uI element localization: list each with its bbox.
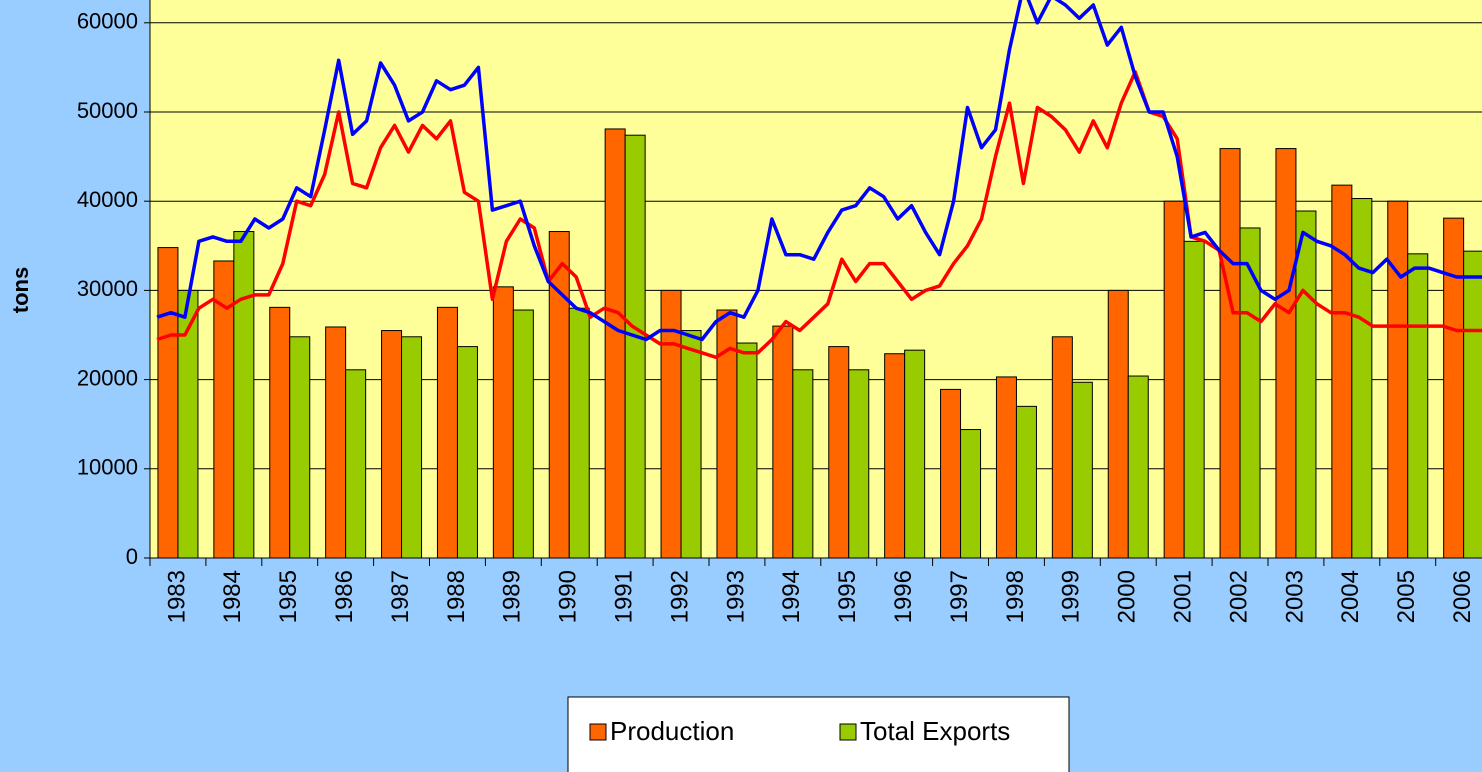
bar (568, 307, 590, 559)
bar (1107, 289, 1129, 559)
x-tick-label: 1998 (1002, 570, 1029, 623)
line (156, 70, 1482, 360)
bar (1163, 200, 1185, 559)
bar (884, 353, 906, 559)
x-tick-label: 1985 (275, 570, 302, 623)
bar (512, 309, 534, 559)
bar (436, 306, 458, 559)
bar (1275, 148, 1297, 559)
bar (940, 388, 962, 559)
x-tick-label: 1984 (219, 570, 246, 623)
y-tick-label: 0 (126, 544, 138, 569)
bar (828, 346, 850, 559)
bar (1331, 184, 1353, 559)
bar (960, 429, 982, 559)
bar (401, 336, 423, 559)
legend (567, 696, 1070, 772)
x-tick-label: 2003 (1281, 570, 1308, 623)
x-tick-label: 2001 (1169, 570, 1196, 623)
x-tick-label: 1997 (946, 570, 973, 623)
bar (680, 330, 702, 559)
x-tick-label: 1989 (499, 570, 526, 623)
x-tick-label: 2004 (1337, 570, 1364, 623)
x-tick-label: 1986 (331, 570, 358, 623)
bar (269, 306, 291, 559)
x-tick-label: 2005 (1393, 570, 1420, 623)
bar (792, 369, 814, 559)
bar (1051, 336, 1073, 559)
legend-label: Total Exports (860, 716, 1010, 746)
x-tick-label: 1988 (443, 570, 470, 623)
x-tick-label: 1992 (666, 570, 693, 623)
x-tick-label: 1995 (834, 570, 861, 623)
bar (1407, 253, 1429, 559)
bar (325, 326, 347, 559)
bar (1127, 375, 1149, 559)
bar (716, 309, 738, 559)
y-tick-label: 30000 (77, 276, 138, 301)
legend-label: Production (610, 716, 734, 746)
x-tick-label: 2000 (1114, 570, 1141, 623)
y-tick-label: 40000 (77, 187, 138, 212)
y-tick-label: 60000 (77, 9, 138, 34)
bar (456, 346, 478, 559)
bar (848, 369, 870, 559)
bar (492, 286, 514, 559)
bar (736, 342, 758, 559)
bar (1351, 198, 1373, 559)
legend-swatch (589, 723, 607, 741)
y-tick-label: 20000 (77, 365, 138, 390)
bar (1071, 381, 1093, 559)
bar (381, 330, 403, 559)
x-tick-label: 1993 (722, 570, 749, 623)
bar (1295, 210, 1317, 559)
bar (289, 336, 311, 559)
bar (1387, 200, 1409, 559)
bar (548, 231, 570, 559)
y-axis-label: tons (8, 267, 33, 313)
bar (345, 369, 367, 559)
x-tick-label: 1987 (387, 570, 414, 623)
bar (233, 231, 255, 559)
x-tick-label: 2006 (1449, 570, 1476, 623)
bar (1463, 250, 1482, 559)
bar (624, 134, 646, 559)
line (156, 0, 1482, 342)
bar (995, 376, 1017, 559)
bar (772, 325, 794, 559)
bar (1015, 405, 1037, 559)
y-tick-label: 10000 (77, 455, 138, 480)
bar (1219, 148, 1241, 559)
x-tick-label: 1991 (610, 570, 637, 623)
x-tick-label: 2002 (1225, 570, 1252, 623)
bar (157, 247, 179, 559)
bar (1443, 217, 1465, 559)
x-tick-label: 1994 (778, 570, 805, 623)
bar (1239, 227, 1261, 559)
bar (604, 128, 626, 559)
legend-swatch (839, 723, 857, 741)
y-tick-label: 50000 (77, 98, 138, 123)
x-tick-label: 1990 (555, 570, 582, 623)
x-tick-label: 1999 (1058, 570, 1085, 623)
x-tick-label: 1996 (890, 570, 917, 623)
bar (1183, 240, 1205, 559)
bar (904, 349, 926, 559)
x-tick-label: 1983 (163, 570, 190, 623)
